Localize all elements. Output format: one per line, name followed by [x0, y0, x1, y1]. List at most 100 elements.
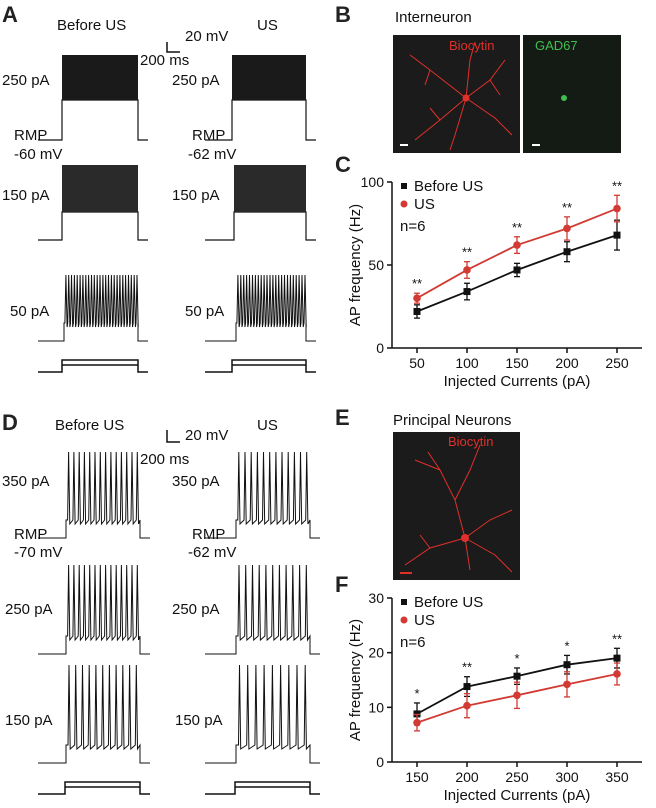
panel-A-current-2-before: 150 pA: [2, 187, 50, 204]
panel-F-ylabel: AP frequency (Hz): [347, 619, 364, 741]
panel-B-gad67-image: GAD67: [523, 35, 621, 153]
panel-C-ytick-label-0: 0: [376, 340, 384, 356]
panel-A-current-3-before: 50 pA: [10, 303, 49, 320]
panel-C-signif-0: **: [412, 276, 422, 291]
panel-A-trace-us-250: [205, 55, 316, 141]
panel-A-stimulus-protocol: [38, 359, 316, 373]
panel-D-before-header: Before US: [55, 417, 124, 434]
panel-D-scale-voltage: 20 mV: [185, 427, 228, 444]
panel-C-n-label: n=6: [400, 218, 425, 235]
panel-C-ytick-label-1: 50: [368, 257, 384, 273]
panel-B-title: Interneuron: [395, 9, 472, 26]
panel-C-series-1-point-0: [413, 294, 421, 303]
panel-F-xtick-label-0: 150: [405, 769, 429, 785]
panel-A-current-3-us: 50 pA: [185, 303, 224, 320]
panel-A-rmp-label-us: RMP: [192, 127, 225, 144]
panel-E-biocytin-image: Biocytin: [393, 432, 520, 580]
panel-D-scale-time: 200 ms: [140, 451, 189, 468]
panel-D-scale-bar: 20 mV 200 ms: [140, 427, 228, 468]
panel-C-xtick-label-3: 200: [555, 355, 579, 371]
panel-C-signif-4: **: [612, 178, 622, 193]
panel-F-xtick-label-4: 350: [605, 769, 629, 785]
panel-C-xtick-label-1: 100: [455, 355, 479, 371]
panel-C-legend-label-1: US: [414, 196, 435, 213]
panel-D-us-header: US: [257, 417, 278, 434]
panel-F-ytick-label-1: 10: [368, 699, 384, 715]
panel-D-stimulus-protocol: [38, 781, 320, 795]
panel-F-signif-0: *: [414, 686, 419, 701]
panel-C-series-0-point-1: [463, 288, 471, 296]
panel-C-legend-label-0: Before US: [414, 178, 483, 195]
panel-E-title: Principal Neurons: [393, 412, 511, 429]
panel-F-n-label: n=6: [400, 634, 425, 651]
panel-C-series-1-point-3: [563, 224, 571, 233]
panel-A-scale-bar: 20 mV 200 ms: [140, 28, 228, 69]
panel-C-series-0-point-3: [563, 248, 571, 256]
panel-D-current-3-us: 150 pA: [175, 712, 223, 729]
panel-F-xlabel: Injected Currents (pA): [444, 787, 591, 804]
panel-F-legend-label-0: Before US: [414, 594, 483, 611]
panel-C-legend-marker-0: [401, 183, 407, 189]
panel-F-signif-3: *: [564, 638, 569, 653]
panel-E-letter: E: [335, 405, 350, 430]
panel-C-signif-3: **: [562, 200, 572, 215]
panel-C-series-0-point-4: [613, 231, 621, 239]
panel-A-rmp-value-us: -62 mV: [188, 146, 236, 163]
panel-A-current-1-before: 250 pA: [2, 72, 50, 89]
panel-B-gad67-label: GAD67: [535, 38, 578, 53]
panel-C-letter: C: [335, 152, 351, 177]
panel-C-xtick-label-0: 50: [409, 355, 425, 371]
panel-A-trace-before-250: [38, 55, 148, 141]
panel-B-letter: B: [335, 2, 351, 27]
panel-A-trace-before-50: [38, 274, 148, 342]
panel-C-xlabel: Injected Currents (pA): [444, 373, 591, 390]
panel-A-before-header: Before US: [57, 17, 126, 34]
panel-B-biocytin-image: Biocytin: [393, 35, 520, 153]
panel-D-current-1-before: 350 pA: [2, 473, 50, 490]
panel-D-current-2-before: 250 pA: [5, 601, 53, 618]
panel-A-trace-before-150: [38, 165, 148, 241]
panel-C-signif-2: **: [512, 220, 522, 235]
panel-D-trace-before-350: [38, 451, 150, 539]
panel-A-letter: A: [2, 2, 18, 27]
panel-D-trace-before-150: [38, 664, 150, 764]
panel-F-xtick-label-1: 200: [455, 769, 479, 785]
panel-C-series-0-point-0: [413, 307, 421, 315]
panel-A-current-2-us: 150 pA: [172, 187, 220, 204]
panel-C-signif-1: **: [462, 245, 472, 260]
panel-C-ytick-label-2: 100: [361, 174, 385, 190]
panel-F-series-1-point-2: [513, 691, 521, 700]
panel-F-signif-2: *: [514, 651, 519, 666]
panel-F-ytick-label-2: 20: [368, 645, 384, 661]
panel-F-xtick-label-2: 250: [505, 769, 529, 785]
panel-F-series-1-point-1: [463, 701, 471, 710]
panel-F-legend-marker-0: [401, 599, 407, 605]
panel-A-rmp-value-before: -60 mV: [14, 146, 62, 163]
panel-C-legend-marker-1: [400, 200, 408, 208]
panel-F-series-0-point-1: [463, 683, 471, 691]
panel-D-trace-us-150: [205, 664, 320, 764]
panel-D-trace-before-250: [38, 564, 150, 655]
panel-D-rmp-label-us: RMP: [192, 526, 225, 543]
panel-D-rmp-value-us: -62 mV: [188, 544, 236, 561]
panel-A-rmp-label-before: RMP: [14, 127, 47, 144]
panel-A-us-header: US: [257, 17, 278, 34]
panel-F-series-1-point-0: [413, 718, 421, 727]
panel-D-letter: D: [2, 410, 18, 435]
panel-D-rmp-label-before: RMP: [14, 526, 47, 543]
panel-D-current-1-us: 350 pA: [172, 473, 220, 490]
panel-A-trace-us-150: [205, 165, 316, 241]
panel-F-xtick-label-3: 300: [555, 769, 579, 785]
panel-C-series-1-point-1: [463, 266, 471, 274]
panel-C-series-1-point-4: [613, 204, 621, 213]
panel-E-biocytin-label: Biocytin: [448, 434, 494, 449]
panel-F-ytick-label-3: 30: [368, 590, 384, 606]
panel-D-current-2-us: 250 pA: [172, 601, 220, 618]
panel-C-xtick-label-2: 150: [505, 355, 529, 371]
panel-F-ytick-label-0: 0: [376, 754, 384, 770]
panel-C-series-0-point-2: [513, 266, 521, 274]
panel-A-scale-voltage: 20 mV: [185, 28, 228, 45]
panel-C-chart: 0 50 100 50 100 150 200 250 Injected Currents (p…: [347, 174, 642, 390]
panel-F-series-1-point-3: [563, 680, 571, 689]
panel-F-series-1-point-4: [613, 670, 621, 678]
